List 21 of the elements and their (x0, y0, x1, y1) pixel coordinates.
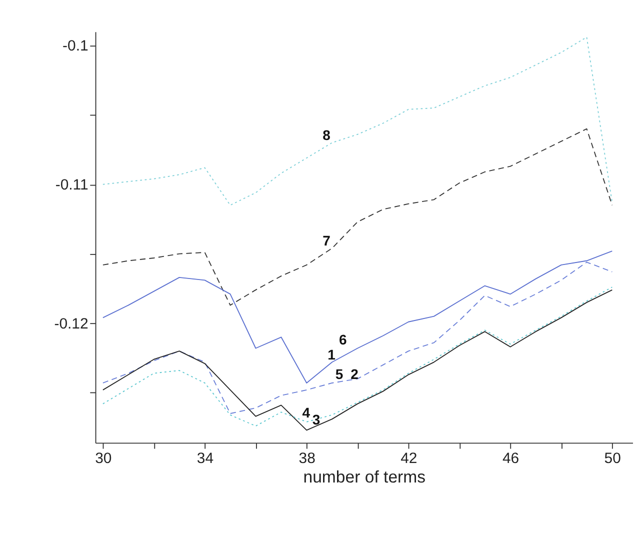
annotation: 7 (322, 232, 331, 248)
line-series (102, 250, 613, 384)
annotation: 1 (328, 346, 336, 362)
y-tick-label: -0.1 (62, 38, 88, 55)
annotation: 6 (338, 332, 347, 348)
y-tick-label: -0.11 (55, 176, 88, 194)
annotation: 5 (335, 366, 344, 382)
annotation: 4 (302, 404, 310, 421)
annotation: 2 (350, 366, 359, 382)
x-tick-label: 38 (298, 450, 316, 467)
x-tick-label: 46 (502, 450, 520, 467)
line-series (102, 128, 613, 306)
x-axis-title: number of terms (303, 467, 426, 486)
x-tick-label: 34 (196, 450, 214, 467)
annotation: 3 (312, 412, 320, 428)
x-tick-label: 30 (95, 450, 112, 467)
x-tick-label: 42 (400, 450, 418, 467)
y-tick-label: -0.12 (54, 315, 88, 332)
x-tick-label: 50 (604, 450, 621, 467)
line-series (102, 36, 613, 206)
annotation: 8 (322, 126, 331, 143)
